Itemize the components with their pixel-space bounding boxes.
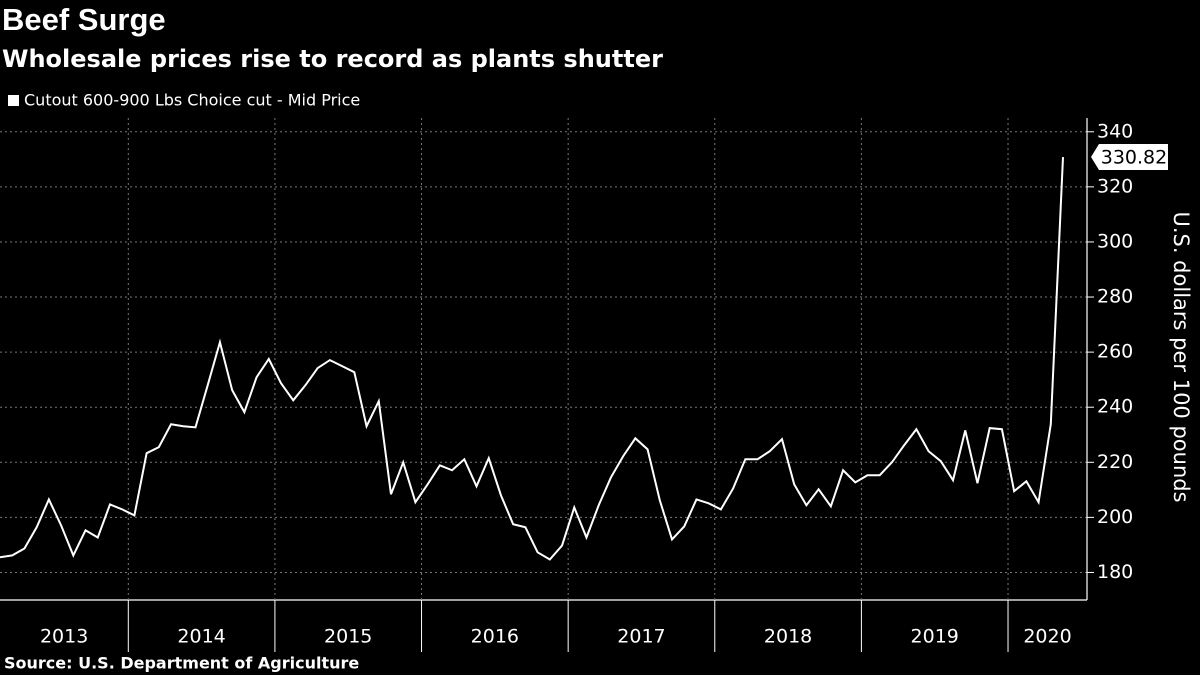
chart-title: Beef Surge bbox=[2, 2, 166, 37]
x-tick-label: 2016 bbox=[471, 626, 519, 648]
y-axis-label: U.S. dollars per 100 pounds bbox=[1169, 211, 1193, 502]
series-line bbox=[0, 157, 1064, 561]
source: Source: U.S. Department of Agriculture bbox=[4, 654, 359, 673]
y-tick-label: 200 bbox=[1097, 506, 1133, 528]
x-tick-label: 2020 bbox=[1023, 626, 1071, 648]
end-label-box bbox=[1091, 144, 1168, 171]
x-tick-label: 2018 bbox=[764, 626, 812, 648]
x-tick-label: 2014 bbox=[177, 626, 225, 648]
y-tick-label: 340 bbox=[1097, 120, 1133, 142]
y-tick-label: 320 bbox=[1097, 175, 1133, 197]
y-tick-label: 300 bbox=[1097, 230, 1133, 252]
x-tick-label: 2015 bbox=[324, 626, 372, 648]
x-tick-label: 2019 bbox=[911, 626, 959, 648]
y-tick-label: 260 bbox=[1097, 341, 1133, 363]
x-tick-label: 2017 bbox=[617, 626, 665, 648]
chart-subtitle: Wholesale prices rise to record as plant… bbox=[2, 45, 663, 73]
legend-swatch bbox=[8, 95, 19, 106]
y-tick-label: 240 bbox=[1097, 396, 1133, 418]
y-tick-label: 220 bbox=[1097, 451, 1133, 473]
x-tick-label: 2013 bbox=[40, 626, 88, 648]
end-label: 330.82 bbox=[1101, 147, 1167, 169]
legend-label: Cutout 600-900 Lbs Choice cut - Mid Pric… bbox=[24, 91, 360, 110]
y-tick-label: 180 bbox=[1097, 561, 1133, 583]
y-tick-label: 280 bbox=[1097, 286, 1133, 308]
